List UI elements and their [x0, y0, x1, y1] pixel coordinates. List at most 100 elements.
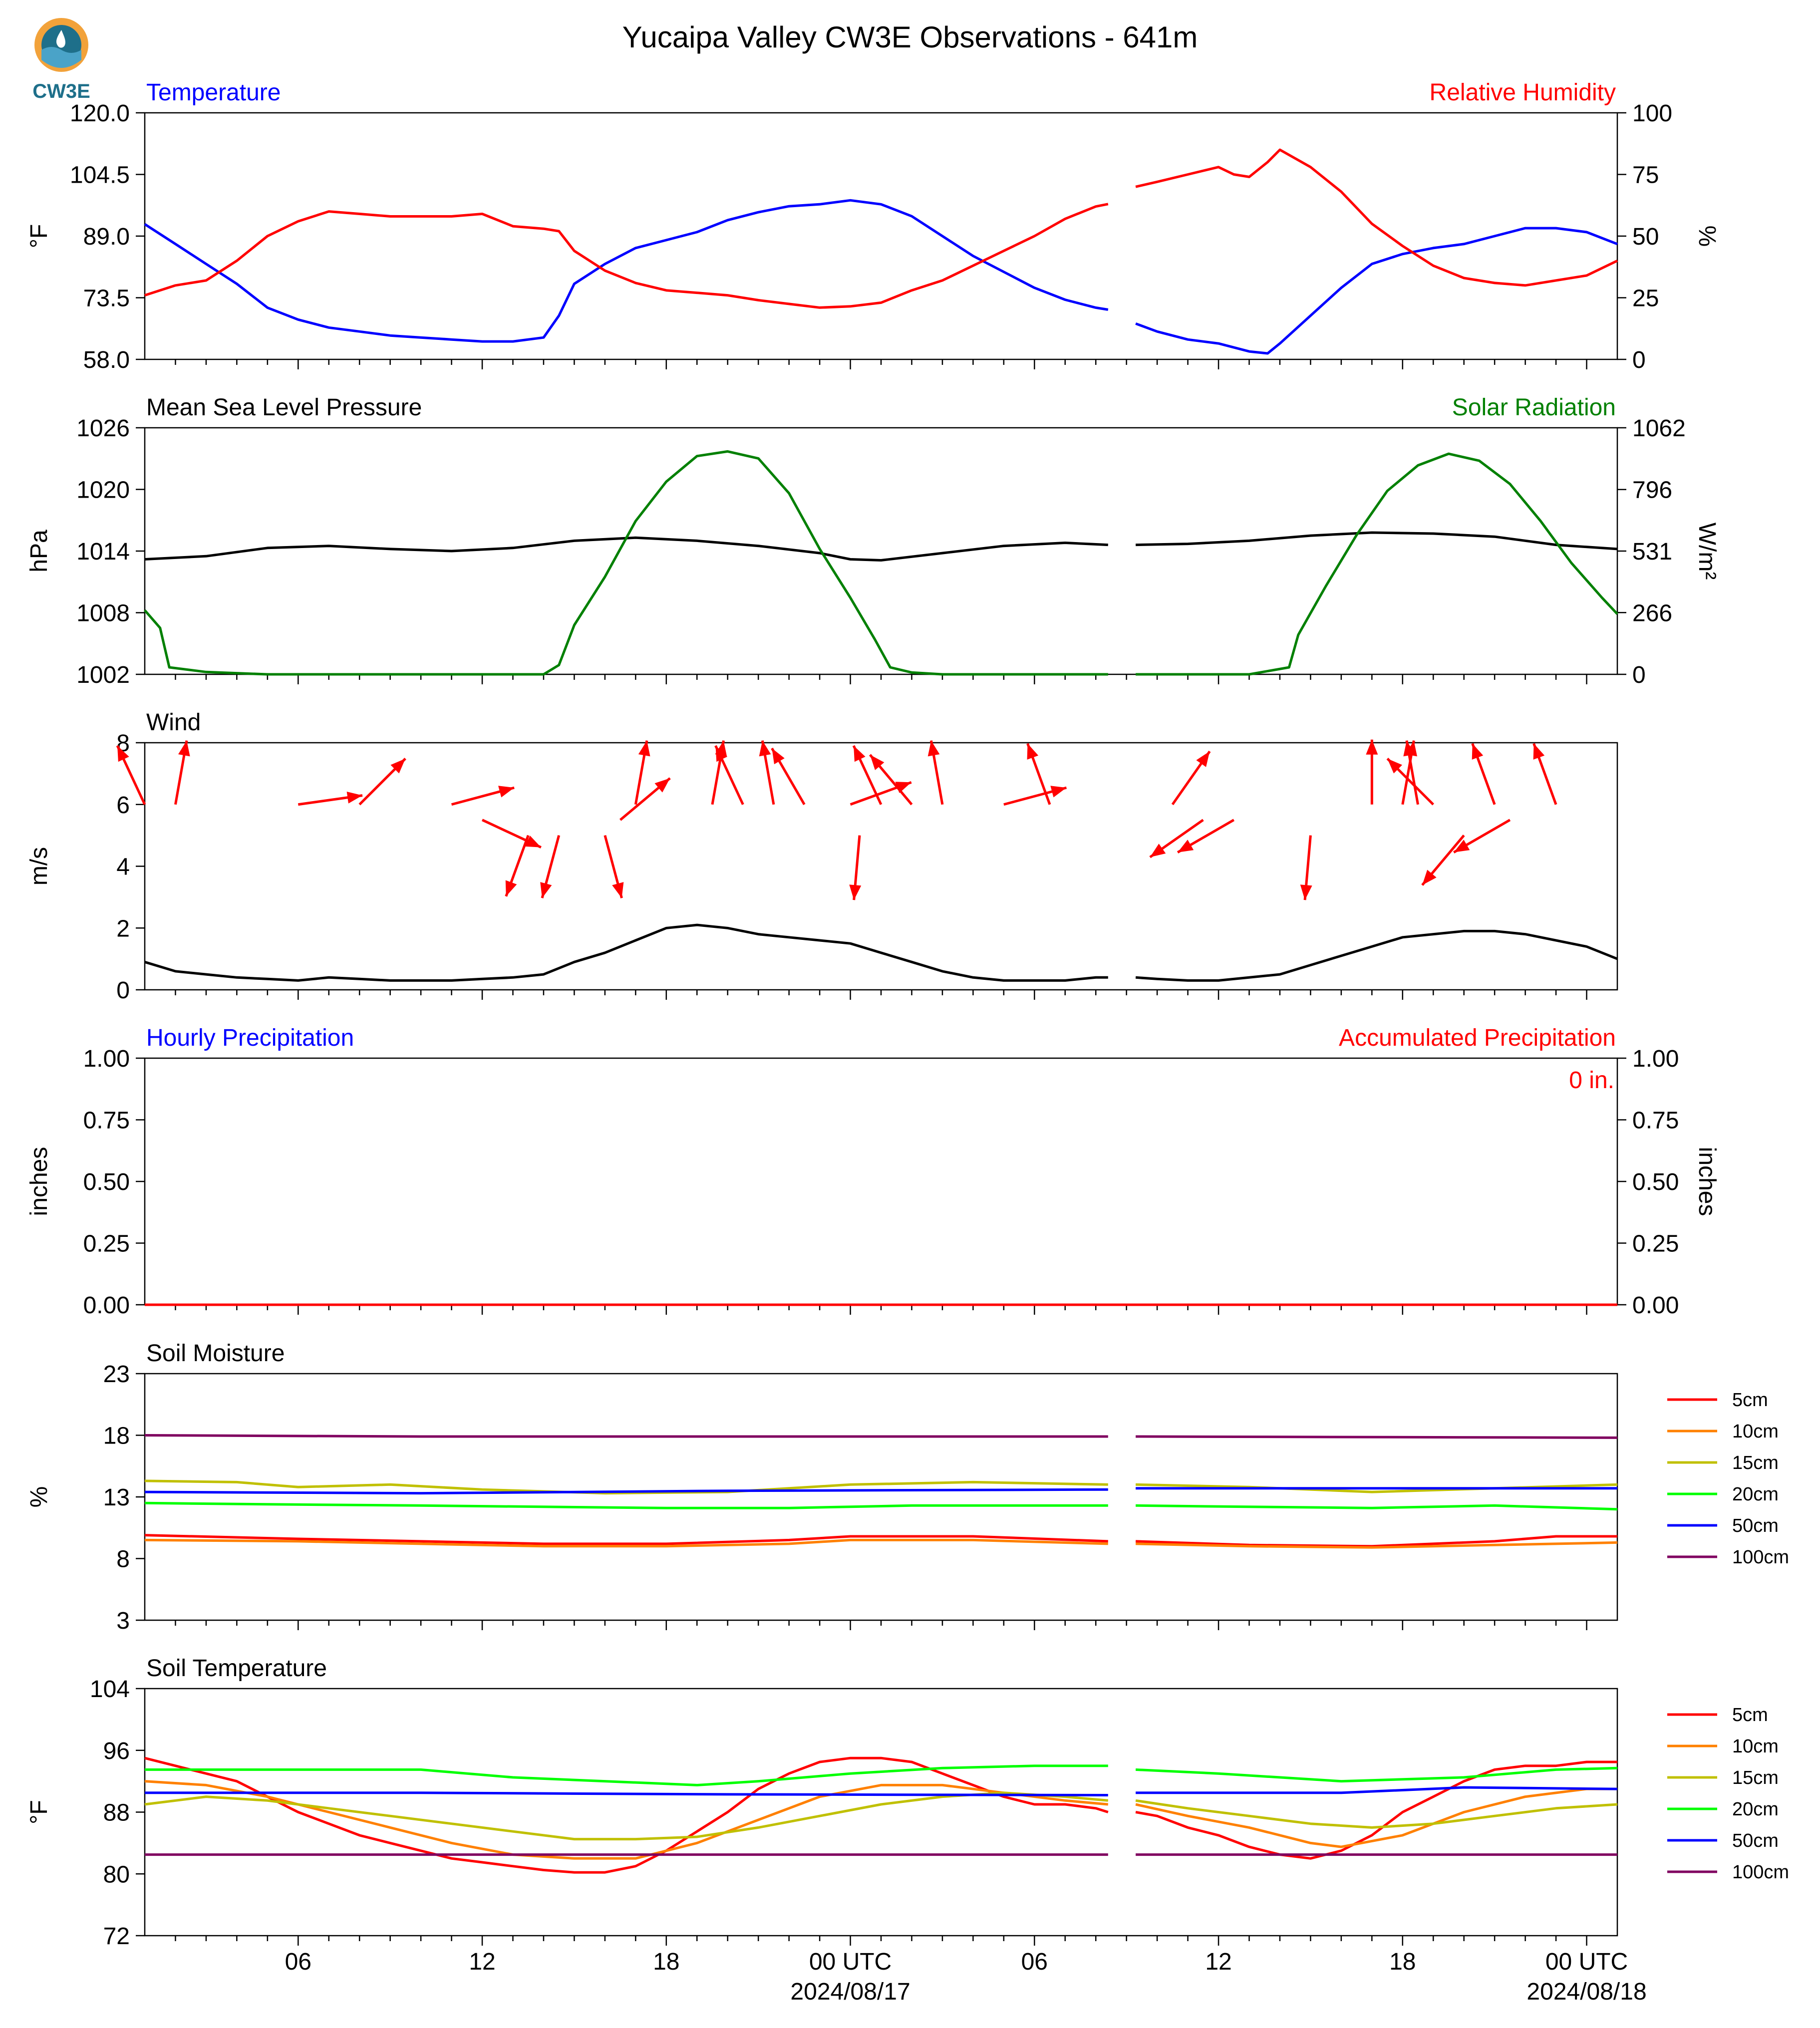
wind-arrow	[869, 754, 913, 806]
y-tick-label: 2	[116, 915, 130, 942]
y-tick-label: 0.25	[83, 1231, 130, 1257]
wind-arrow	[1026, 743, 1051, 805]
y-axis-label: °F	[26, 224, 52, 249]
legend-label: 15cm	[1732, 1452, 1779, 1473]
y-right-tick-label: 0.75	[1632, 1108, 1679, 1134]
y-tick-label: 80	[103, 1861, 130, 1888]
y-tick-label: 1014	[76, 539, 130, 565]
y-right-tick-label: 0.50	[1632, 1169, 1679, 1195]
y-right-axis-label: %	[1694, 226, 1720, 247]
y-right-axis-label: W/m²	[1694, 523, 1720, 580]
y-right-tick-label: 50	[1632, 224, 1659, 250]
wind-arrow	[852, 745, 883, 805]
series-line-10cm	[144, 1538, 1618, 1549]
y-axis-label: hPa	[26, 530, 52, 573]
page-title: Yucaipa Valley CW3E Observations - 641m	[622, 20, 1198, 54]
legend-label: 100cm	[1732, 1547, 1789, 1568]
legend-label: 20cm	[1732, 1799, 1779, 1820]
wind-arrow	[1403, 740, 1419, 805]
wind-arrow-head	[1454, 840, 1470, 853]
logo-text: CW3E	[32, 80, 90, 102]
wind-arrow-head	[927, 740, 940, 757]
wind-arrow-head	[638, 740, 650, 757]
y-tick-label: 58.0	[83, 347, 130, 373]
series-line-50cm	[144, 1487, 1617, 1495]
legend-label: 10cm	[1732, 1736, 1779, 1757]
panel-left-title: Hourly Precipitation	[146, 1025, 354, 1051]
wind-arrow-head	[1403, 740, 1415, 757]
wind-arrow	[1386, 758, 1435, 806]
y-right-tick-label: 796	[1632, 477, 1672, 504]
panel-right-title: Relative Humidity	[1430, 79, 1616, 106]
series-line-5cm	[144, 1756, 1617, 1874]
y-tick-label: 1008	[76, 600, 130, 627]
y-tick-label: 1.00	[83, 1046, 130, 1072]
panel-frame-0	[144, 112, 1618, 360]
panel-frame-3	[144, 1057, 1618, 1306]
wind-arrow	[1171, 750, 1211, 806]
series-line-20cm	[145, 1764, 1618, 1786]
wind-arrow	[1421, 835, 1465, 886]
y-tick-label: 104.5	[70, 162, 130, 189]
wind-arrow-head	[1050, 786, 1067, 798]
legend-label: 5cm	[1732, 1705, 1768, 1726]
wind-arrow-head	[612, 882, 624, 898]
wind-arrow-head	[1150, 844, 1166, 858]
legend-label: 50cm	[1732, 1515, 1779, 1536]
wind-arrow	[619, 777, 671, 821]
y-tick-label: 1002	[76, 662, 130, 688]
panel-frame-1	[144, 427, 1618, 675]
wind-arrow	[759, 740, 775, 805]
y-right-tick-label: 100	[1632, 100, 1672, 127]
y-right-tick-label: 0	[1632, 347, 1646, 373]
wind-arrow-head	[1366, 739, 1378, 755]
y-tick-label: 3	[116, 1608, 130, 1634]
wind-arrow	[927, 740, 944, 805]
wind-arrow-head	[540, 882, 552, 898]
y-right-tick-label: 0	[1632, 662, 1646, 688]
series-line-50cm	[145, 1786, 1618, 1796]
wind-arrow	[1177, 819, 1235, 854]
y-axis-label: m/s	[26, 847, 52, 885]
panel-left-title: Wind	[146, 709, 201, 736]
y-tick-label: 1020	[76, 477, 130, 504]
y-right-tick-label: 531	[1632, 539, 1672, 565]
panel-right-title: Solar Radiation	[1452, 394, 1616, 421]
x-tick-label: 18	[653, 1949, 679, 1975]
wind-arrow	[771, 747, 806, 806]
panel-left-title: Mean Sea Level Pressure	[146, 394, 422, 421]
wind-arrow	[1471, 743, 1496, 805]
wind-arrow	[1300, 835, 1312, 900]
series-line-5cm	[144, 1534, 1617, 1548]
wind-arrow-head	[1300, 884, 1312, 900]
wind-arrow-head	[178, 740, 190, 757]
y-axis-label: °F	[26, 1800, 52, 1824]
legend-label: 15cm	[1732, 1767, 1779, 1788]
x-tick-label: 12	[1205, 1949, 1231, 1975]
y-right-tick-label: 75	[1632, 162, 1659, 189]
y-right-axis-label: inches	[1694, 1147, 1720, 1216]
y-tick-label: 88	[103, 1800, 130, 1826]
y-tick-label: 96	[103, 1738, 130, 1764]
x-date-label: 2024/08/17	[790, 1979, 910, 2005]
wind-arrow-head	[1387, 758, 1403, 774]
wind-arrow	[634, 740, 650, 805]
y-tick-label: 8	[116, 1546, 130, 1573]
y-tick-label: 120.0	[70, 100, 130, 127]
y-right-tick-label: 0.00	[1632, 1292, 1679, 1319]
legend-label: 10cm	[1732, 1421, 1779, 1442]
wind-arrow	[540, 835, 561, 898]
y-tick-label: 13	[103, 1484, 130, 1511]
series-line-series-0	[144, 199, 1618, 355]
wind-arrow	[1366, 739, 1378, 805]
y-right-tick-label: 0.25	[1632, 1231, 1679, 1257]
wind-arrow-head	[1196, 751, 1210, 767]
series-line-10cm	[144, 1780, 1617, 1860]
wind-arrow-head	[525, 836, 541, 848]
panel-left-title: Temperature	[146, 79, 281, 106]
wind-arrow-head	[772, 748, 785, 765]
y-right-tick-label: 25	[1632, 286, 1659, 312]
legend-label: 100cm	[1732, 1862, 1789, 1883]
y-tick-label: 89.0	[83, 224, 130, 250]
wind-arrow-head	[498, 786, 515, 798]
